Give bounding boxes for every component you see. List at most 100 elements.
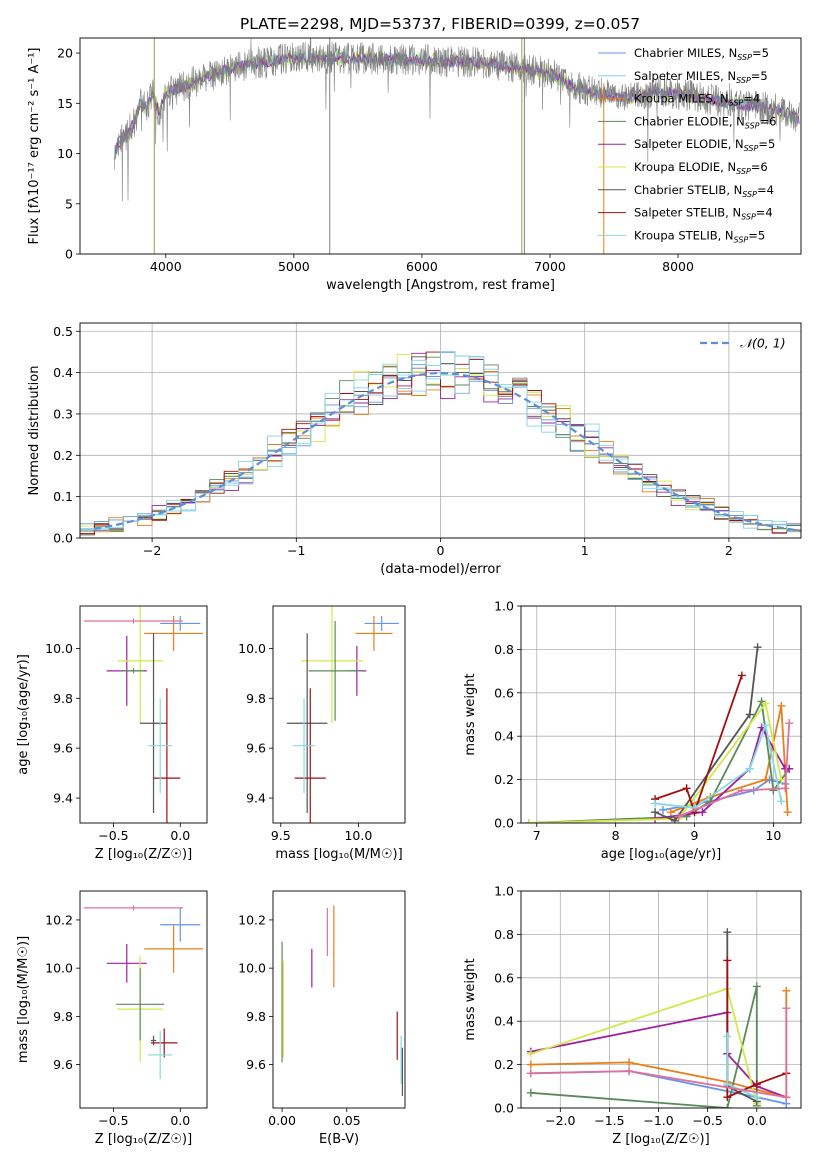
- mass-weight-marker: [723, 928, 732, 937]
- mass-weight-marker: [783, 808, 792, 817]
- mass-weight-marker: [723, 1104, 732, 1108]
- y-tick-label: 0.8: [494, 642, 514, 657]
- mass-weight-marker: [723, 1032, 732, 1041]
- plot-frame: [520, 605, 802, 824]
- x-tick-label: 4000: [150, 259, 182, 274]
- y-tick-label: 5: [65, 196, 73, 211]
- y-axis-label: mass weight: [463, 958, 478, 1040]
- spectrum-title: PLATE=2298, MJD=53737, FIBERID=0399, z=0…: [240, 15, 640, 33]
- y-tick-label: 10: [57, 146, 73, 161]
- y-tick-label: 1.0: [494, 884, 514, 899]
- mass-weight-marker: [625, 1058, 634, 1067]
- mass-weight-line: [662, 778, 786, 811]
- mass-weight-marker: [782, 986, 791, 995]
- spectrum-legend: Chabrier MILES, NSSP=5 Salpeter MILES, NS…: [598, 46, 776, 244]
- observed-spectrum-line: [114, 38, 800, 202]
- mass-weight-line: [678, 723, 791, 818]
- mass-weight-lines: [526, 928, 791, 1108]
- y-tick-label: 0.4: [494, 1014, 514, 1029]
- x-tick-label: −1: [287, 543, 305, 558]
- x-tick-label: 9: [691, 828, 699, 843]
- x-tick-label: 7: [533, 828, 541, 843]
- mass-weight-marker: [698, 808, 707, 817]
- spectrum-panel: 4000 5000 6000 7000 8000 0 5 10 15 20 wavelength […: [27, 37, 802, 293]
- legend-entry: Kroupa ELODIE, NSSP=6: [634, 160, 768, 176]
- massweight-age-panel: 7 8 9 10 0.0 0.2 0.4 0.6 0.8 1.0 age [log₁₀(age/yr…: [463, 599, 802, 862]
- legend-entry: Kroupa STELIB, NSSP=5: [634, 228, 765, 244]
- x-tick-label: −2.0: [545, 1113, 575, 1128]
- mass-weight-line: [726, 932, 758, 1103]
- mass-weight-marker: [737, 671, 746, 680]
- plot-frame: [79, 605, 208, 824]
- mass-ebv-panel: 0.00 0.05 9.6 9.8 10.0 10.2 E(B-V): [238, 890, 406, 1147]
- plot-frame: [79, 890, 208, 1109]
- x-axis-label: E(B-V): [319, 1132, 359, 1147]
- x-axis-label: (data-model)/error: [380, 562, 501, 577]
- y-tick-label: 0.3: [53, 406, 73, 421]
- x-axis-label: Z [log₁₀(Z/Z☉)]: [95, 847, 192, 862]
- plot-frame: [520, 890, 802, 1109]
- x-tick-label: 10.0: [344, 828, 372, 843]
- mass-weight-marker: [769, 786, 778, 795]
- mass-weight-marker: [761, 721, 770, 730]
- x-tick-label: −0.5: [98, 1113, 128, 1128]
- y-tick-label: 9.8: [246, 691, 266, 706]
- y-tick-label: 1.0: [494, 599, 514, 614]
- y-tick-label: 0.5: [53, 324, 73, 339]
- mass-weight-line: [654, 647, 759, 822]
- y-tick-label: 10.0: [45, 961, 73, 976]
- mass-weight-marker: [526, 1069, 535, 1078]
- x-tick-label: −1.5: [594, 1113, 624, 1128]
- age-mass-panel: 9.5 10.0 9.4 9.6 9.8 10.0 mass [log₁₀(M/M☉)]: [238, 605, 406, 862]
- mass-weight-marker: [674, 812, 683, 821]
- errorbar-group: [84, 905, 203, 1080]
- mass-weight-marker: [526, 1049, 535, 1058]
- mass-weight-marker: [526, 1060, 535, 1069]
- y-tick-label: 9.6: [246, 741, 266, 756]
- mass-weight-marker: [752, 1080, 761, 1089]
- x-axis-label: Z [log₁₀(Z/Z☉)]: [612, 1132, 709, 1147]
- mass-weight-marker: [526, 1088, 535, 1097]
- mass-weight-marker: [682, 784, 691, 793]
- mass-weight-line: [528, 701, 783, 823]
- y-tick-label: 0.4: [494, 729, 514, 744]
- y-axis-label: Flux [fλ10⁻¹⁷ erg cm⁻² s⁻¹ A⁻¹]: [27, 48, 42, 245]
- legend-entry: Kroupa MILES, NSSP=4: [634, 92, 760, 108]
- plot-frame: [79, 322, 802, 539]
- x-tick-label: 8: [612, 828, 620, 843]
- mass-weight-marker: [658, 805, 667, 814]
- mass-weight-marker: [524, 819, 533, 823]
- y-tick-label: 0.2: [494, 1057, 514, 1072]
- y-tick-label: 0.2: [494, 772, 514, 787]
- y-tick-label: 0: [65, 247, 73, 262]
- mass-weight-marker: [723, 956, 732, 965]
- y-tick-label: 0.6: [494, 685, 514, 700]
- mass-weight-marker: [752, 1093, 761, 1102]
- x-tick-label: 10: [765, 828, 781, 843]
- y-tick-label: 9.6: [53, 1057, 73, 1072]
- mass-weight-marker: [745, 764, 754, 773]
- plot-frame: [79, 37, 802, 255]
- mass-weight-marker: [782, 1004, 791, 1013]
- x-tick-label: −2: [143, 543, 161, 558]
- y-tick-label: 0.0: [494, 1101, 514, 1116]
- x-tick-label: 0.05: [333, 1113, 361, 1128]
- mass-weight-marker: [777, 775, 786, 784]
- errorbar-group: [281, 905, 404, 1096]
- x-axis-label: age [log₁₀(age/yr)]: [601, 847, 722, 862]
- y-tick-label: 0.4: [53, 365, 73, 380]
- y-axis-label: age [log₁₀(age/yr)]: [16, 654, 31, 775]
- x-axis-label: mass [log₁₀(M/M☉)]: [275, 847, 402, 862]
- x-tick-label: −0.5: [692, 1113, 722, 1128]
- x-tick-label: 0.00: [268, 1113, 296, 1128]
- massweight-z-panel: −2.0 −1.5 −1.0 −0.5 0.0 0.0 0.2 0.4 0.6 0.8 1.0 Z […: [463, 884, 802, 1147]
- y-tick-label: 15: [57, 96, 73, 111]
- y-tick-label: 0.0: [53, 531, 73, 546]
- mass-weight-marker: [737, 786, 746, 795]
- x-tick-label: 5000: [278, 259, 310, 274]
- y-tick-label: 10.0: [238, 641, 266, 656]
- y-tick-label: 9.4: [53, 791, 73, 806]
- y-tick-label: 9.6: [246, 1057, 266, 1072]
- y-axis-label: Normed distribution: [27, 366, 42, 496]
